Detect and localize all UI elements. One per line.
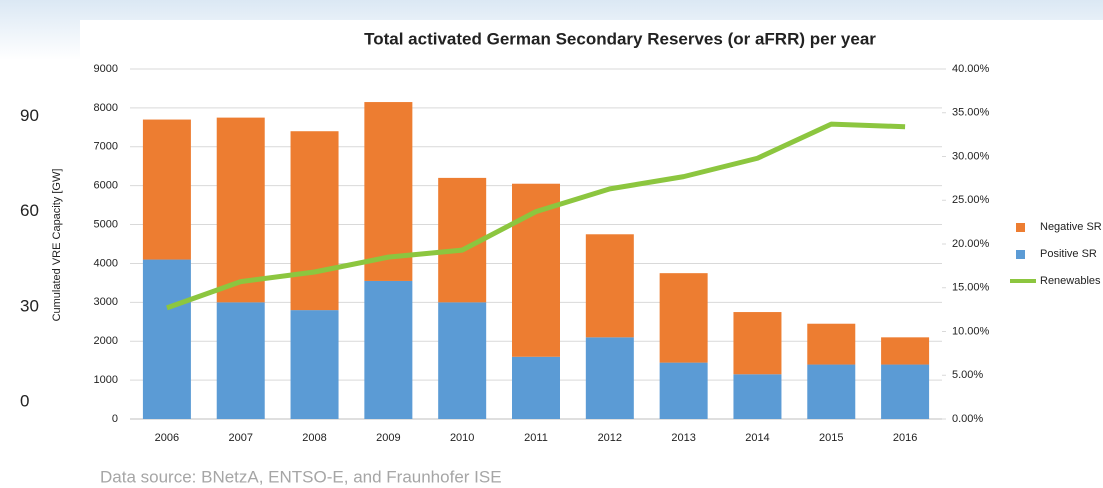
legend-label: Positive SR — [1040, 248, 1097, 260]
y2-tick-label: 0.00% — [952, 413, 983, 425]
y2-tick-label: 40.00% — [952, 63, 990, 75]
y3-tick-label: 90 — [20, 106, 39, 125]
y2-tick-label: 30.00% — [952, 150, 990, 162]
x-tick-label: 2016 — [893, 432, 917, 444]
bar-segment — [216, 117, 265, 303]
y2-tick-label: 5.00% — [952, 369, 983, 381]
x-tick-label: 2015 — [819, 432, 843, 444]
x-tick-label: 2008 — [302, 432, 326, 444]
legend-swatch — [1016, 223, 1025, 232]
bar-segment — [438, 302, 487, 419]
bar-segment — [659, 362, 708, 419]
bar-segment — [142, 259, 191, 419]
y-tick-label: 1000 — [94, 374, 118, 386]
bar-segment — [364, 280, 413, 419]
x-tick-label: 2010 — [450, 432, 474, 444]
x-tick-label: 2006 — [155, 432, 179, 444]
y3-tick-label: 0 — [20, 391, 29, 410]
y-tick-label: 3000 — [94, 296, 118, 308]
y-tick-label: 8000 — [94, 102, 118, 114]
x-tick-label: 2013 — [671, 432, 695, 444]
bar-segment — [881, 364, 930, 419]
y-tick-label: 5000 — [94, 218, 118, 230]
bar-segment — [290, 131, 339, 311]
y2-tick-label: 25.00% — [952, 194, 990, 206]
legend-label: Negative SR — [1040, 221, 1102, 233]
x-tick-label: 2007 — [228, 432, 252, 444]
bar-segment — [364, 102, 413, 281]
bar-segment — [585, 337, 634, 419]
y-axis-label: Cumulated VRE Capacity [GW] — [51, 169, 63, 322]
chart-title: Total activated German Secondary Reserve… — [364, 29, 876, 48]
bar-segment — [659, 273, 708, 363]
bar-segment — [216, 302, 265, 419]
y3-tick-label: 60 — [20, 201, 39, 220]
legend-label: Renewables — [1040, 275, 1101, 287]
y2-tick-label: 20.00% — [952, 238, 990, 250]
bar-segment — [807, 323, 856, 365]
y-tick-label: 6000 — [94, 180, 118, 192]
y2-tick-label: 35.00% — [952, 107, 990, 119]
bar-segment — [807, 364, 856, 419]
source-note: Data source: BNetzA, ENTSO-E, and Fraunh… — [100, 467, 502, 486]
bar-segment — [142, 119, 191, 260]
line-series — [166, 121, 906, 311]
y-tick-label: 2000 — [94, 335, 118, 347]
y-tick-label: 4000 — [94, 257, 118, 269]
bar-segment — [512, 356, 560, 419]
legend-swatch — [1016, 250, 1025, 259]
y-tick-label: 0 — [112, 413, 118, 425]
bar-segment — [585, 234, 634, 338]
y-tick-label: 7000 — [94, 141, 118, 153]
bar-segment — [290, 310, 339, 419]
x-tick-label: 2014 — [745, 432, 769, 444]
y2-tick-label: 15.00% — [952, 282, 990, 294]
y3-tick-label: 30 — [20, 296, 39, 315]
bar-segment — [733, 374, 782, 419]
x-tick-label: 2009 — [376, 432, 400, 444]
x-tick-label: 2012 — [598, 432, 622, 444]
x-tick-label: 2011 — [524, 432, 548, 444]
bar-segment — [733, 312, 782, 375]
y2-tick-label: 10.00% — [952, 325, 990, 337]
y-tick-label: 9000 — [94, 63, 118, 75]
bar-segment — [881, 337, 930, 365]
